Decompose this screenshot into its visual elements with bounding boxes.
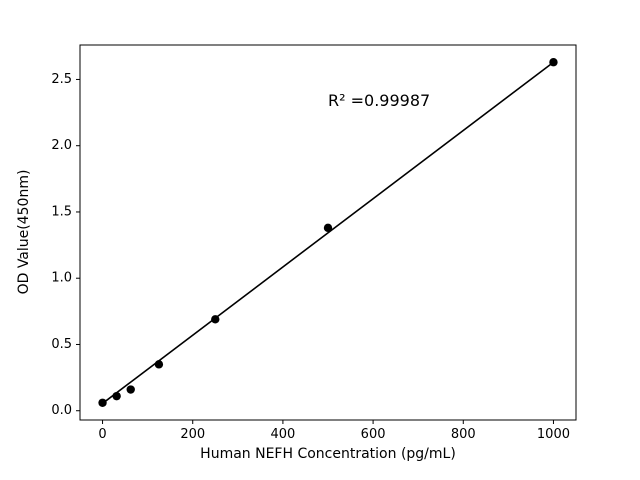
y-tick-label: 1.0 [51,271,72,286]
data-point [211,315,220,324]
y-axis-label-text: OD Value(450nm) [16,169,32,295]
y-tick-label: 1.5 [51,204,72,219]
fit-line [102,61,554,405]
data-point [549,58,558,67]
data-point [323,223,333,233]
x-tick-label: 1000 [537,427,570,442]
x-tick-label: 400 [270,427,295,442]
r-squared-annotation: R² =0.99987 [328,91,431,110]
x-tick-label: 600 [361,427,386,442]
x-axis-label: Human NEFH Concentration (pg/mL) [200,446,456,462]
data-point [154,360,164,369]
data-point [98,398,107,407]
data-point [112,391,121,401]
y-tick-label: 0.0 [51,403,72,418]
x-tick-label: 0 [98,427,106,442]
x-tick-label: 800 [451,427,476,442]
data-point [126,385,135,394]
x-tick-label: 200 [180,427,205,442]
y-tick-label: 0.5 [51,337,72,352]
y-tick-label: 2.5 [51,72,72,87]
y-tick-label: 2.0 [51,138,72,153]
